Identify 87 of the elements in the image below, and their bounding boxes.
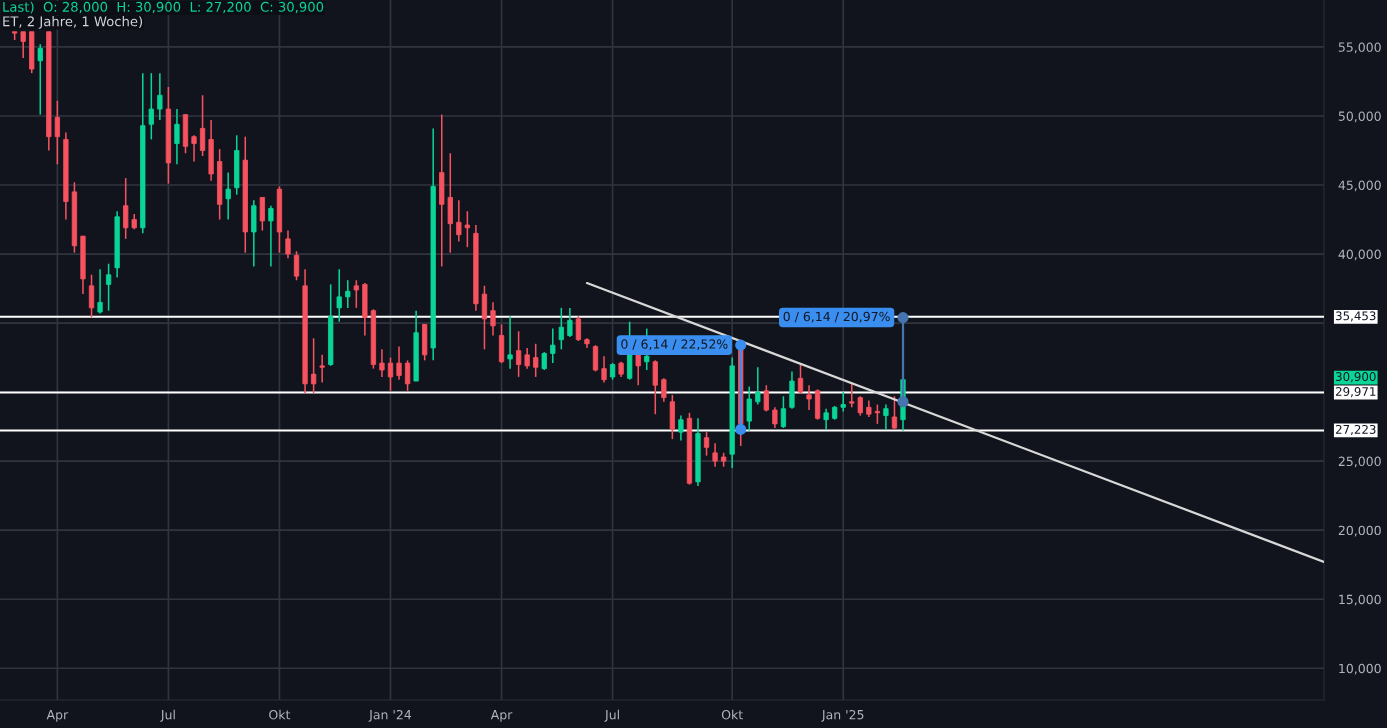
candlestick — [123, 177, 129, 240]
point — [897, 311, 909, 324]
candlestick — [404, 359, 411, 392]
x-tick-label: Okt — [269, 709, 291, 720]
candlestick — [524, 347, 530, 370]
y-tick-label: 20,000 — [1338, 525, 1381, 537]
candlestick — [387, 356, 394, 392]
candlestick — [285, 229, 291, 259]
candlestick — [874, 403, 881, 425]
candlestick — [191, 134, 197, 163]
candlestick — [763, 384, 769, 413]
candlestick — [558, 307, 564, 351]
candlestick — [712, 442, 718, 468]
candlestick — [174, 108, 180, 166]
annotation: ET, 2 Jahre, 1 Woche) — [3, 16, 143, 29]
candlestick — [20, 30, 26, 59]
candlestick — [746, 385, 752, 432]
candlestick — [592, 344, 599, 373]
annotation: Last) O: 28,000 H: 30,900 L: 27,200 C: 30,900 — [3, 1, 324, 14]
candlestick — [883, 403, 889, 431]
candlestick — [157, 72, 163, 121]
candlestick — [379, 348, 385, 378]
candlestick — [37, 43, 43, 116]
candlestick — [259, 196, 265, 232]
candlestick — [268, 204, 274, 268]
candlestick — [652, 359, 658, 415]
candlestick — [806, 384, 812, 411]
candlestick — [293, 250, 300, 282]
candlestick — [567, 307, 573, 338]
x-tick-label: Jan '25 — [821, 709, 864, 722]
candlestick — [515, 330, 522, 378]
x-tick-label: Jul — [160, 709, 175, 722]
y-tick-label: 50,000 — [1338, 111, 1381, 123]
candlestick — [849, 381, 855, 409]
candlestick — [148, 72, 154, 141]
candlestick — [601, 355, 607, 384]
candlestick — [310, 337, 317, 395]
ref-line-label: 27,223 — [1335, 424, 1376, 436]
candlestick — [396, 345, 402, 381]
y-tick-label: 10,000 — [1339, 663, 1381, 675]
candlestick — [891, 395, 898, 431]
y-tick-label: 55,000 — [1338, 42, 1381, 54]
y-tick-label: 40,000 — [1338, 249, 1381, 261]
candlestick — [225, 171, 231, 221]
candlestick — [678, 414, 684, 442]
annotation: 0 / 6,14 / 22,52% — [621, 339, 728, 351]
candlestick — [823, 407, 829, 431]
candlestick — [199, 94, 206, 157]
candlestick — [797, 363, 804, 395]
candlestick — [575, 315, 582, 342]
candlestick — [105, 262, 112, 312]
candlestick — [353, 279, 359, 309]
candlestick — [661, 377, 667, 403]
annotation: 0 / 6,14 / 20,97% — [783, 311, 890, 323]
candlestick — [755, 366, 761, 406]
point — [735, 423, 747, 435]
y-tick-label: 25,000 — [1338, 456, 1381, 468]
candlestick — [772, 406, 778, 429]
candlestick — [345, 279, 351, 309]
candlestick — [464, 210, 471, 248]
candlestick — [550, 327, 556, 364]
candlestick — [635, 352, 641, 386]
candlestick — [703, 431, 710, 457]
point — [735, 339, 747, 351]
candlestick — [857, 395, 863, 417]
candlestick — [97, 268, 103, 315]
x-tick-label: Okt — [721, 709, 743, 720]
ref-line-label: 29,971 — [1335, 387, 1376, 398]
candlestick — [840, 391, 846, 413]
candlestick — [88, 273, 95, 319]
y-tick-label: 45,000 — [1338, 180, 1381, 192]
x-tick-label: Jul — [604, 709, 619, 722]
y-tick-label: 15,000 — [1339, 594, 1381, 606]
candlestick — [54, 100, 60, 166]
candlestick — [507, 315, 513, 370]
x-tick-label: Jan '24 — [368, 709, 412, 722]
candlestick — [456, 199, 462, 243]
ref-line-label: 35,453 — [1336, 311, 1376, 322]
candlestick — [490, 301, 496, 337]
x-tick-label: Apr — [490, 710, 513, 722]
x-tick-label: Apr — [46, 710, 69, 722]
text: 30,900 — [1336, 372, 1376, 383]
candlestick — [780, 395, 787, 429]
candlestick — [336, 268, 342, 323]
candlestick — [533, 343, 539, 378]
point — [897, 396, 909, 408]
candlestick — [319, 354, 325, 384]
